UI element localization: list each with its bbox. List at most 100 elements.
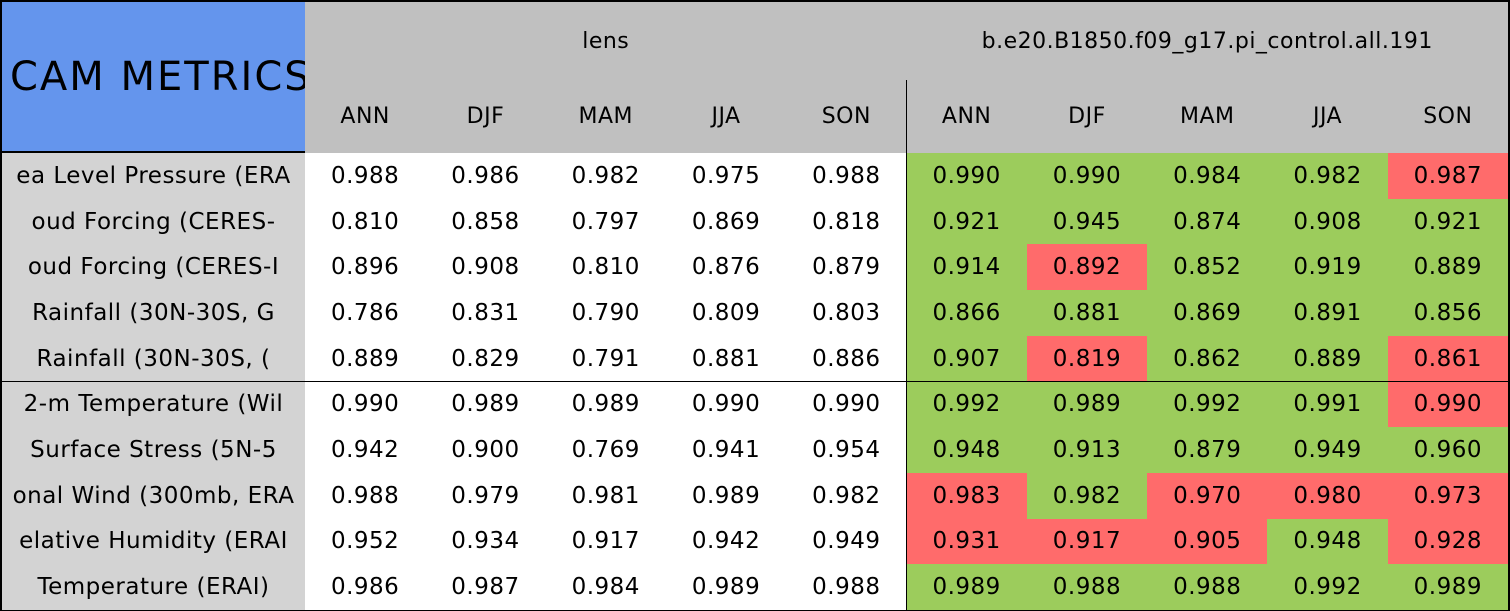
value-cell: 0.858 (425, 198, 548, 247)
column-header: JJA (665, 80, 789, 155)
value-cell: 0.856 (1387, 290, 1510, 338)
value-cell: 0.970 (1147, 472, 1270, 521)
value-cell: 0.921 (1387, 198, 1510, 247)
value-cell: 0.983 (906, 472, 1029, 521)
column-header: JJA (1267, 80, 1390, 155)
value-cell: 0.945 (1026, 198, 1150, 247)
column-header: MAM (1147, 80, 1270, 155)
value-cell: 0.982 (786, 472, 909, 521)
value-cell: 0.984 (1147, 153, 1270, 201)
value-cell: 0.990 (786, 381, 909, 430)
value-cell: 0.942 (665, 518, 789, 567)
column-header: MAM (545, 80, 668, 155)
value-cell: 0.809 (665, 290, 789, 338)
value-cell: 0.990 (305, 381, 428, 430)
value-cell: 0.889 (1267, 335, 1390, 384)
row-label: onal Wind (300mb, ERA (0, 472, 307, 521)
value-cell: 0.861 (1387, 335, 1510, 384)
table-title: CAM METRICS (0, 0, 307, 153)
value-cell: 0.934 (425, 518, 548, 567)
value-cell: 0.979 (425, 472, 548, 521)
value-cell: 0.831 (425, 290, 548, 338)
column-header: DJF (425, 80, 548, 155)
value-cell: 0.913 (1026, 427, 1150, 475)
value-cell: 0.982 (1267, 153, 1390, 201)
value-cell: 0.980 (1267, 472, 1390, 521)
value-cell: 0.874 (1147, 198, 1270, 247)
value-cell: 0.914 (906, 244, 1029, 293)
value-cell: 0.879 (1147, 427, 1270, 475)
value-cell: 0.921 (906, 198, 1029, 247)
column-header: ANN (906, 80, 1029, 155)
value-cell: 0.992 (1147, 381, 1270, 430)
value-cell: 0.791 (545, 335, 668, 384)
value-cell: 0.949 (1267, 427, 1390, 475)
value-cell: 0.986 (305, 564, 428, 611)
value-cell: 0.931 (906, 518, 1029, 567)
value-cell: 0.907 (906, 335, 1029, 384)
value-cell: 0.975 (665, 153, 789, 201)
value-cell: 0.879 (786, 244, 909, 293)
value-cell: 0.990 (665, 381, 789, 430)
value-cell: 0.982 (545, 153, 668, 201)
value-cell: 0.928 (1387, 518, 1510, 567)
value-cell: 0.988 (305, 153, 428, 201)
value-cell: 0.988 (1026, 564, 1150, 611)
column-header: SON (1387, 80, 1510, 155)
value-cell: 0.981 (545, 472, 668, 521)
value-cell: 0.948 (906, 427, 1029, 475)
value-cell: 0.989 (545, 381, 668, 430)
value-cell: 0.917 (545, 518, 668, 567)
value-cell: 0.988 (786, 153, 909, 201)
value-cell: 0.896 (305, 244, 428, 293)
value-cell: 0.891 (1267, 290, 1390, 338)
value-cell: 0.954 (786, 427, 909, 475)
value-cell: 0.876 (665, 244, 789, 293)
value-cell: 0.973 (1387, 472, 1510, 521)
value-cell: 0.990 (1387, 381, 1510, 430)
value-cell: 0.803 (786, 290, 909, 338)
row-label: Rainfall (30N-30S, ( (0, 335, 307, 384)
value-cell: 0.989 (665, 564, 789, 611)
row-label: ea Level Pressure (ERA (0, 153, 307, 201)
value-cell: 0.982 (1026, 472, 1150, 521)
value-cell: 0.948 (1267, 518, 1390, 567)
value-cell: 0.819 (1026, 335, 1150, 384)
row-label: Surface Stress (5N-5 (0, 427, 307, 475)
value-cell: 0.992 (906, 381, 1029, 430)
value-cell: 0.862 (1147, 335, 1270, 384)
value-cell: 0.952 (305, 518, 428, 567)
value-cell: 0.919 (1267, 244, 1390, 293)
value-cell: 0.869 (665, 198, 789, 247)
column-header: ANN (305, 80, 428, 155)
value-cell: 0.881 (1026, 290, 1150, 338)
value-cell: 0.810 (305, 198, 428, 247)
value-cell: 0.990 (906, 153, 1029, 201)
row-label: oud Forcing (CERES-I (0, 244, 307, 293)
value-cell: 0.984 (545, 564, 668, 611)
value-cell: 0.989 (665, 472, 789, 521)
value-cell: 0.786 (305, 290, 428, 338)
value-cell: 0.988 (786, 564, 909, 611)
value-cell: 0.989 (1387, 564, 1510, 611)
value-cell: 0.869 (1147, 290, 1270, 338)
value-cell: 0.818 (786, 198, 909, 247)
value-cell: 0.960 (1387, 427, 1510, 475)
row-label: Rainfall (30N-30S, G (0, 290, 307, 338)
value-cell: 0.881 (665, 335, 789, 384)
value-cell: 0.852 (1147, 244, 1270, 293)
value-cell: 0.886 (786, 335, 909, 384)
value-cell: 0.986 (425, 153, 548, 201)
value-cell: 0.908 (425, 244, 548, 293)
value-cell: 0.829 (425, 335, 548, 384)
value-cell: 0.917 (1026, 518, 1150, 567)
value-cell: 0.992 (1267, 564, 1390, 611)
column-header: SON (786, 80, 909, 155)
value-cell: 0.889 (1387, 244, 1510, 293)
group-header: lens (305, 0, 909, 82)
row-label: elative Humidity (ERAI (0, 518, 307, 567)
value-cell: 0.892 (1026, 244, 1150, 293)
value-cell: 0.790 (545, 290, 668, 338)
value-cell: 0.810 (545, 244, 668, 293)
